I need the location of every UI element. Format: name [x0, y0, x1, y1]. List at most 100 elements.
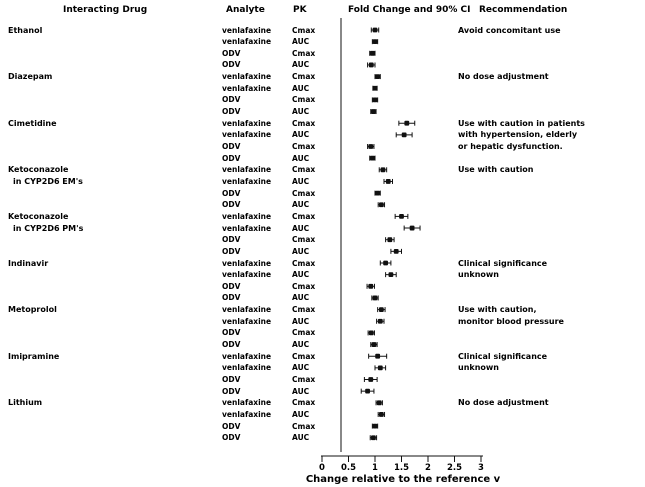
analyte-label: venlafaxine: [222, 351, 272, 361]
analyte-label: venlafaxine: [222, 83, 272, 93]
point-estimate-marker: [383, 260, 388, 266]
point-estimate-marker: [368, 283, 374, 289]
point-estimate-marker: [378, 412, 384, 417]
pk-label: AUC: [292, 246, 310, 256]
pk-label: Cmax: [292, 281, 316, 291]
point-estimate-marker: [376, 400, 382, 406]
point-estimate-marker: [380, 167, 386, 173]
point-estimate-marker: [368, 62, 374, 68]
pk-label: Cmax: [292, 72, 316, 82]
x-tick-label: 0.5: [340, 463, 357, 473]
point-estimate-marker: [369, 50, 375, 56]
analyte-label: venlafaxine: [222, 37, 272, 47]
analyte-label: ODV: [222, 188, 241, 198]
pk-label: Cmax: [292, 118, 316, 128]
drug-label: in CYP2D6 PM's: [13, 223, 84, 233]
column-header-interacting-drug: Interacting Drug: [63, 5, 148, 15]
recommendation-text: Use with caution: [458, 165, 534, 175]
recommendation-text: monitor blood pressure: [458, 316, 564, 326]
x-tick-label: 0: [319, 463, 325, 473]
analyte-label: ODV: [222, 433, 241, 443]
column-header-fold-change: Fold Change and 90% CI: [348, 5, 471, 15]
pk-label: Cmax: [292, 398, 316, 408]
recommendation-text: Avoid concomitant use: [458, 25, 561, 35]
point-estimate-marker: [371, 435, 376, 441]
analyte-label: ODV: [222, 246, 241, 256]
pk-label: AUC: [292, 386, 310, 396]
analyte-label: ODV: [222, 48, 241, 58]
analyte-label: ODV: [222, 281, 241, 291]
x-tick-label: 2: [425, 463, 431, 473]
x-axis-label: Change relative to the reference v: [305, 474, 501, 485]
point-estimate-marker: [401, 132, 407, 138]
recommendation-text: Clinical significance: [458, 351, 548, 361]
pk-label: AUC: [292, 130, 310, 140]
drug-label: Lithium: [8, 398, 43, 408]
analyte-label: venlafaxine: [222, 363, 272, 373]
pk-label: Cmax: [292, 211, 316, 221]
analyte-label: venlafaxine: [222, 258, 272, 268]
pk-label: Cmax: [292, 95, 316, 105]
analyte-label: ODV: [222, 60, 241, 70]
pk-label: AUC: [292, 316, 310, 326]
pk-label: AUC: [292, 37, 310, 47]
point-estimate-marker: [393, 248, 399, 254]
column-header-recommendation: Recommendation: [479, 5, 568, 15]
point-estimate-marker: [372, 295, 378, 301]
point-estimate-marker: [368, 144, 374, 149]
x-tick-label: 1: [372, 463, 378, 473]
pk-label: AUC: [292, 176, 310, 186]
recommendation-text: Clinical significance: [458, 258, 548, 268]
point-estimate-marker: [377, 365, 383, 371]
point-estimate-marker: [378, 307, 384, 312]
pk-label: Cmax: [292, 328, 316, 338]
pk-label: Cmax: [292, 375, 316, 384]
recommendation-text: Use with caution,: [458, 305, 537, 315]
analyte-label: venlafaxine: [222, 176, 272, 186]
analyte-label: ODV: [222, 200, 241, 210]
point-estimate-marker: [388, 272, 394, 278]
point-estimate-marker: [371, 109, 376, 114]
analyte-label: venlafaxine: [222, 118, 272, 128]
analyte-label: venlafaxine: [222, 270, 272, 280]
pk-label: AUC: [292, 107, 310, 117]
drug-label: Diazepam: [8, 72, 53, 82]
analyte-label: venlafaxine: [222, 165, 272, 175]
column-header-analyte: Analyte: [226, 5, 265, 15]
point-estimate-marker: [377, 318, 383, 324]
pk-label: Cmax: [292, 48, 316, 58]
pk-label: AUC: [292, 83, 310, 93]
drug-label: Metoprolol: [8, 305, 57, 315]
analyte-label: venlafaxine: [222, 211, 272, 221]
pk-label: AUC: [292, 223, 310, 233]
pk-label: AUC: [292, 153, 310, 163]
pk-label: Cmax: [292, 188, 316, 198]
point-estimate-marker: [385, 179, 391, 184]
drug-label: Indinavir: [8, 258, 49, 268]
analyte-label: venlafaxine: [222, 409, 272, 419]
analyte-label: ODV: [222, 386, 241, 396]
pk-label: Cmax: [292, 142, 316, 151]
pk-label: AUC: [292, 270, 310, 280]
point-estimate-marker: [387, 237, 393, 243]
pk-label: AUC: [292, 363, 310, 373]
analyte-label: ODV: [222, 293, 241, 303]
pk-label: Cmax: [292, 421, 316, 431]
analyte-label: ODV: [222, 340, 241, 350]
pk-label: Cmax: [292, 305, 316, 315]
point-estimate-marker: [404, 120, 410, 126]
drug-label: Ethanol: [8, 25, 43, 35]
point-estimate-marker: [372, 423, 378, 429]
recommendation-text: with hypertension, elderly: [458, 130, 578, 140]
recommendation-text: No dose adjustment: [458, 72, 549, 82]
point-estimate-marker: [378, 202, 384, 208]
x-tick-label: 3: [478, 463, 484, 473]
pk-label: AUC: [292, 433, 310, 443]
point-estimate-marker: [372, 85, 378, 91]
drug-label: Imipramine: [8, 351, 60, 361]
column-header-pk: PK: [293, 5, 307, 15]
pk-label: AUC: [292, 293, 310, 303]
